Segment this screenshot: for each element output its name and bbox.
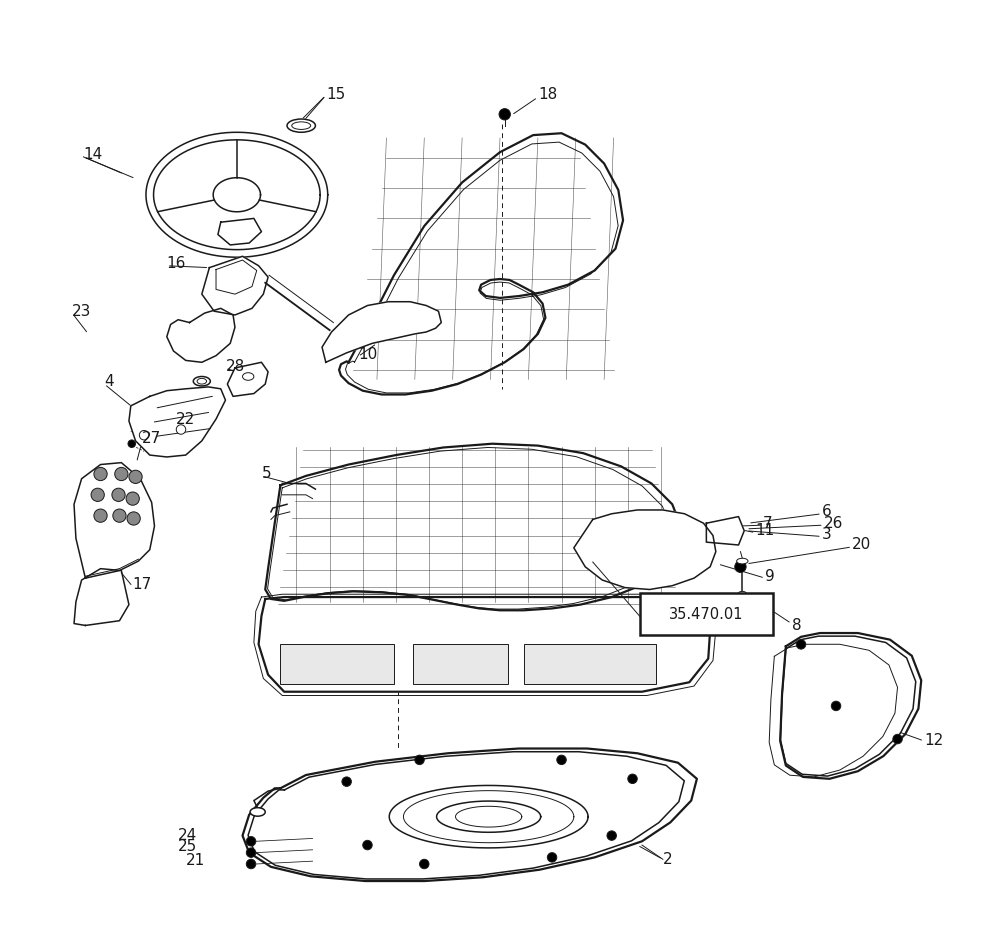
Circle shape xyxy=(363,840,372,849)
Polygon shape xyxy=(227,362,268,396)
Bar xyxy=(524,645,656,684)
Text: 16: 16 xyxy=(167,256,186,271)
Ellipse shape xyxy=(197,378,207,384)
Circle shape xyxy=(796,640,806,649)
Text: 15: 15 xyxy=(326,87,345,101)
Ellipse shape xyxy=(243,373,254,380)
Polygon shape xyxy=(129,387,225,457)
Text: 5: 5 xyxy=(261,466,271,482)
Text: 17: 17 xyxy=(133,577,152,592)
Text: 24: 24 xyxy=(178,829,197,843)
Text: 7: 7 xyxy=(763,516,773,531)
Text: 4: 4 xyxy=(104,374,114,389)
Circle shape xyxy=(126,492,139,505)
Text: 8: 8 xyxy=(792,618,801,633)
Polygon shape xyxy=(265,444,682,611)
Circle shape xyxy=(499,109,510,120)
Circle shape xyxy=(246,859,256,868)
Polygon shape xyxy=(339,134,623,394)
Polygon shape xyxy=(167,308,235,362)
Text: 21: 21 xyxy=(185,852,205,867)
Polygon shape xyxy=(74,463,154,578)
Ellipse shape xyxy=(250,808,265,816)
Circle shape xyxy=(128,440,136,447)
Polygon shape xyxy=(74,569,129,626)
Polygon shape xyxy=(780,633,921,779)
Text: 27: 27 xyxy=(142,431,161,447)
Polygon shape xyxy=(322,301,441,362)
Text: 10: 10 xyxy=(358,347,377,362)
Polygon shape xyxy=(243,749,697,881)
Circle shape xyxy=(547,852,557,862)
Ellipse shape xyxy=(193,376,210,386)
Bar xyxy=(280,645,394,684)
Circle shape xyxy=(176,425,186,434)
Text: 3: 3 xyxy=(822,527,832,542)
Circle shape xyxy=(607,830,616,840)
Circle shape xyxy=(113,509,126,522)
Circle shape xyxy=(893,735,902,744)
FancyBboxPatch shape xyxy=(640,593,773,635)
Text: 2: 2 xyxy=(663,851,672,866)
Bar xyxy=(413,645,508,684)
Circle shape xyxy=(127,512,140,525)
Polygon shape xyxy=(706,517,744,545)
Circle shape xyxy=(139,430,149,440)
Circle shape xyxy=(557,756,566,765)
Text: 28: 28 xyxy=(225,358,245,374)
Circle shape xyxy=(246,836,256,846)
Text: 25: 25 xyxy=(178,839,197,853)
Polygon shape xyxy=(213,177,261,211)
Text: 20: 20 xyxy=(852,538,871,553)
Circle shape xyxy=(129,470,142,483)
Text: 6: 6 xyxy=(822,504,832,520)
Circle shape xyxy=(420,859,429,868)
Polygon shape xyxy=(259,597,710,692)
Text: 12: 12 xyxy=(924,734,943,748)
Circle shape xyxy=(735,561,746,573)
Circle shape xyxy=(342,777,351,787)
Circle shape xyxy=(246,848,256,857)
Polygon shape xyxy=(218,218,261,245)
Circle shape xyxy=(115,467,128,481)
Circle shape xyxy=(415,756,424,765)
Text: 18: 18 xyxy=(538,87,557,101)
Circle shape xyxy=(831,702,841,711)
Polygon shape xyxy=(202,256,268,315)
Text: 23: 23 xyxy=(72,303,92,319)
Text: 35.470.01: 35.470.01 xyxy=(669,607,744,622)
Polygon shape xyxy=(574,510,716,590)
Circle shape xyxy=(94,467,107,481)
Ellipse shape xyxy=(737,558,748,564)
Text: 26: 26 xyxy=(824,516,843,531)
Circle shape xyxy=(112,488,125,501)
Text: 9: 9 xyxy=(765,569,775,584)
Circle shape xyxy=(628,775,637,784)
Ellipse shape xyxy=(739,592,746,595)
Ellipse shape xyxy=(287,119,315,133)
Circle shape xyxy=(91,488,104,501)
Text: 14: 14 xyxy=(83,147,103,161)
Text: 11: 11 xyxy=(756,523,775,538)
Text: 22: 22 xyxy=(176,411,196,427)
Circle shape xyxy=(94,509,107,522)
